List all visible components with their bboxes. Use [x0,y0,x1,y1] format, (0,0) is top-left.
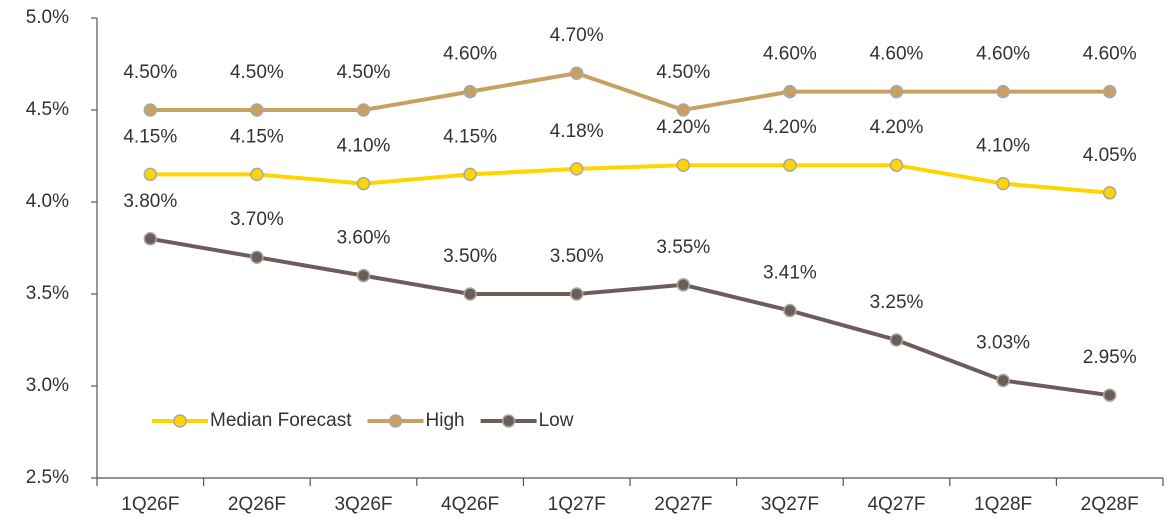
x-tick-label: 1Q28F [974,494,1032,515]
data-label: 4.20% [870,117,924,138]
legend-label: Low [539,410,574,431]
data-label: 4.15% [443,126,497,147]
x-tick-label: 1Q27F [548,494,606,515]
x-tick-label: 2Q28F [1081,494,1139,515]
x-tick-label: 1Q26F [121,494,179,515]
marker [1102,186,1117,200]
data-label: 4.60% [1083,44,1137,65]
marker [889,333,904,347]
data-label: 4.60% [976,44,1030,65]
marker [783,84,797,99]
data-label: 3.50% [550,246,604,267]
legend-marker [173,414,187,428]
y-tick-label: 5.0% [26,7,69,28]
marker [783,158,797,172]
data-label: 4.50% [123,62,177,83]
marker [463,167,477,182]
x-tick-label: 2Q27F [654,494,712,515]
data-label: 4.60% [870,44,924,65]
data-label: 3.50% [443,246,497,267]
data-label: 4.10% [337,136,391,157]
line [149,236,1110,398]
data-label: 4.10% [976,136,1030,157]
marker [889,158,904,172]
data-label: 4.20% [763,117,817,138]
marker [143,232,158,246]
y-tick-label: 3.0% [26,375,69,396]
data-label: 3.60% [337,228,391,249]
x-tick-label: 4Q27F [867,494,925,515]
marker [676,103,691,117]
data-label: 4.05% [1083,145,1137,166]
marker [1102,388,1117,402]
marker [250,250,264,264]
data-label: 4.50% [337,62,391,83]
marker [569,66,584,80]
marker [996,176,1010,191]
marker [996,373,1010,388]
x-tick-label: 2Q26F [228,494,286,515]
marker [463,287,477,301]
data-label: 4.20% [656,117,710,138]
y-tick-label: 2.5% [26,467,69,488]
data-label: 4.60% [763,44,817,65]
data-label: 3.55% [656,237,710,258]
marker [143,103,158,117]
data-label: 4.18% [550,121,604,142]
legend-marker [501,414,516,428]
marker [676,158,691,172]
data-label: 2.95% [1083,347,1137,368]
marker [143,167,158,182]
data-label: 4.50% [230,62,284,83]
marker [569,162,584,176]
legend-label: Median Forecast [210,410,352,431]
legend-label: High [426,410,465,431]
marker [783,303,797,318]
marker [676,278,691,292]
data-label: 3.41% [763,263,817,284]
x-tick-label: 4Q26F [441,494,499,515]
data-label: 4.70% [550,25,604,46]
y-tick-label: 4.5% [26,99,69,120]
marker [250,103,264,117]
y-tick-label: 4.0% [26,191,69,212]
marker [889,84,904,99]
line [150,71,1110,113]
x-tick-label: 3Q27F [761,494,819,515]
data-label: 4.50% [656,62,710,83]
data-label: 4.15% [123,126,177,147]
marker [1102,84,1117,99]
marker [463,84,477,99]
line [150,163,1110,195]
data-label: 3.70% [230,209,284,230]
marker [996,84,1010,99]
marker [250,167,264,182]
data-label: 4.15% [230,126,284,147]
data-label: 4.60% [443,44,497,65]
marker [356,268,371,283]
data-label: 3.03% [976,332,1030,353]
marker [356,103,371,117]
marker [356,176,371,191]
marker [569,287,584,301]
data-label: 3.25% [870,292,924,313]
legend-marker [388,414,403,428]
data-label: 3.80% [123,191,177,212]
y-tick-label: 3.5% [26,283,69,304]
x-tick-label: 3Q26F [334,494,392,515]
